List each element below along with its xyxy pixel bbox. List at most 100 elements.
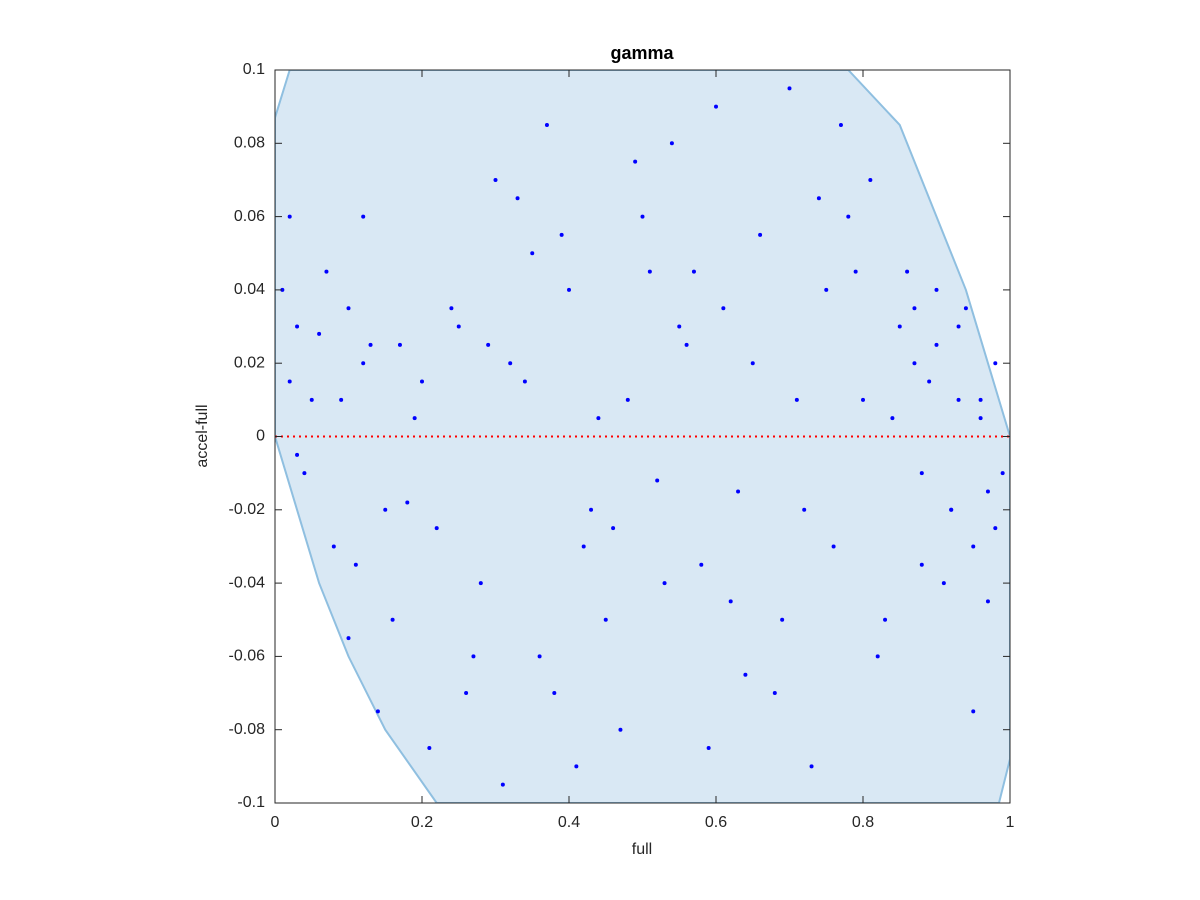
point (567, 287, 571, 292)
point (978, 416, 983, 421)
point (677, 324, 682, 329)
point (985, 489, 990, 494)
point (875, 654, 880, 659)
y-tick-label: 0.08 (234, 135, 265, 152)
point (662, 581, 667, 586)
y-tick-label: 0.06 (234, 208, 265, 225)
y-tick-label: -0.02 (229, 501, 266, 518)
point (471, 654, 476, 659)
point (912, 306, 917, 311)
point (714, 104, 718, 109)
point (508, 361, 513, 366)
point (287, 214, 292, 219)
point (728, 599, 733, 604)
point (985, 599, 990, 604)
point (912, 361, 917, 366)
x-tick-label: 0.8 (852, 814, 874, 831)
point (890, 416, 895, 421)
point (669, 141, 674, 146)
point (868, 177, 873, 182)
point (831, 544, 836, 549)
y-tick-label: 0.04 (234, 281, 265, 298)
y-tick-label: 0 (256, 428, 265, 445)
point (905, 269, 910, 274)
point (559, 232, 564, 237)
y-tick-label: -0.04 (229, 574, 266, 591)
point (618, 727, 623, 732)
point (464, 691, 469, 696)
point (346, 306, 351, 311)
point (420, 379, 424, 384)
point (397, 342, 402, 347)
point (295, 324, 300, 329)
point (993, 526, 998, 531)
point (302, 471, 307, 476)
point (493, 177, 498, 182)
point (544, 122, 549, 127)
point (500, 782, 505, 787)
point (581, 544, 586, 549)
point (919, 562, 924, 567)
point (772, 691, 777, 696)
point (361, 361, 366, 366)
point (456, 324, 461, 329)
point (706, 746, 711, 751)
point (883, 617, 888, 622)
point (838, 122, 843, 127)
point (640, 214, 645, 219)
point (317, 331, 322, 336)
point (963, 306, 968, 311)
point (295, 452, 300, 457)
point (287, 379, 292, 384)
point (794, 397, 799, 402)
point (309, 397, 314, 402)
point (361, 214, 366, 219)
point (339, 397, 344, 402)
point (530, 251, 535, 256)
y-tick-label: -0.1 (237, 794, 265, 811)
point (941, 581, 946, 586)
point (978, 397, 983, 402)
y-axis-label: accel-full (194, 404, 211, 467)
point (647, 269, 652, 274)
point (780, 617, 785, 622)
point (589, 507, 594, 512)
point (956, 397, 961, 402)
point (522, 379, 527, 384)
y-tick-label: 0.02 (234, 354, 265, 371)
point (699, 562, 704, 567)
point (758, 232, 763, 237)
point (625, 397, 630, 402)
point (691, 269, 696, 274)
point (375, 709, 380, 714)
point (846, 214, 851, 219)
point (934, 287, 939, 292)
point (449, 306, 454, 311)
point (353, 562, 358, 567)
point (537, 654, 542, 659)
point (684, 342, 689, 347)
point (280, 287, 285, 292)
point (633, 159, 638, 164)
y-tick-label: -0.08 (229, 721, 266, 738)
point (574, 764, 579, 769)
x-tick-label: 0.2 (411, 814, 433, 831)
point (515, 196, 520, 201)
point (596, 416, 601, 421)
x-tick-label: 0 (271, 814, 280, 831)
x-tick-label: 1 (1006, 814, 1015, 831)
point (816, 196, 821, 201)
x-tick-label: 0.6 (705, 814, 727, 831)
point (331, 544, 336, 549)
point (324, 269, 329, 274)
point (934, 342, 939, 347)
point (993, 361, 998, 366)
point (949, 507, 954, 512)
point (971, 709, 976, 714)
point (787, 86, 792, 91)
point (434, 526, 439, 531)
point (736, 489, 741, 494)
point (956, 324, 961, 329)
point (853, 269, 858, 274)
